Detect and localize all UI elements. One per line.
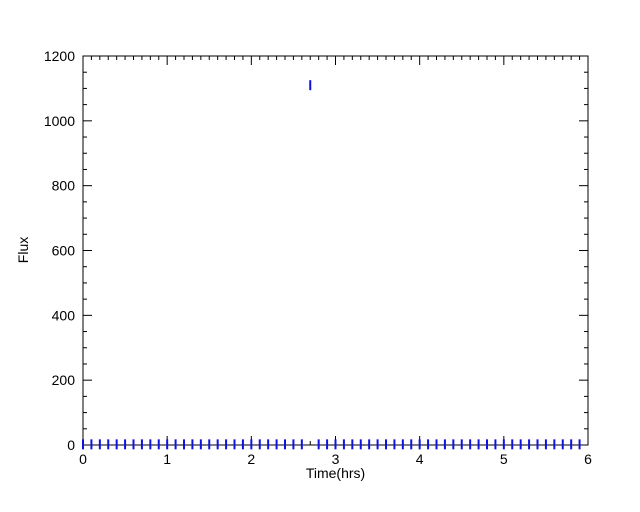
y-axis-label: Flux [15,237,31,263]
y-tick-label: 0 [67,437,75,453]
plot-frame [82,55,589,446]
data-points [82,80,581,450]
x-tick-label: 6 [584,451,592,467]
y-tick-label: 1200 [44,48,75,64]
x-tick-labels: 0 1 2 3 4 5 6 [79,451,592,467]
x-tick-label: 5 [500,451,508,467]
y-tick-label: 1000 [44,113,75,129]
y-tick-label: 600 [52,243,76,259]
y-tick-label: 800 [52,178,76,194]
x-tick-label: 0 [79,451,87,467]
x-tick-label: 1 [163,451,171,467]
x-axis-label: Time(hrs) [306,465,365,481]
y-tick-labels: 0 200 400 600 800 1000 1200 [44,48,75,453]
y-tick-label: 200 [52,372,76,388]
x-tick-label: 2 [247,451,255,467]
axis-ticks [82,55,589,446]
x-tick-label: 4 [416,451,424,467]
y-tick-label: 400 [52,307,76,323]
x-tick-label: 3 [332,451,340,467]
